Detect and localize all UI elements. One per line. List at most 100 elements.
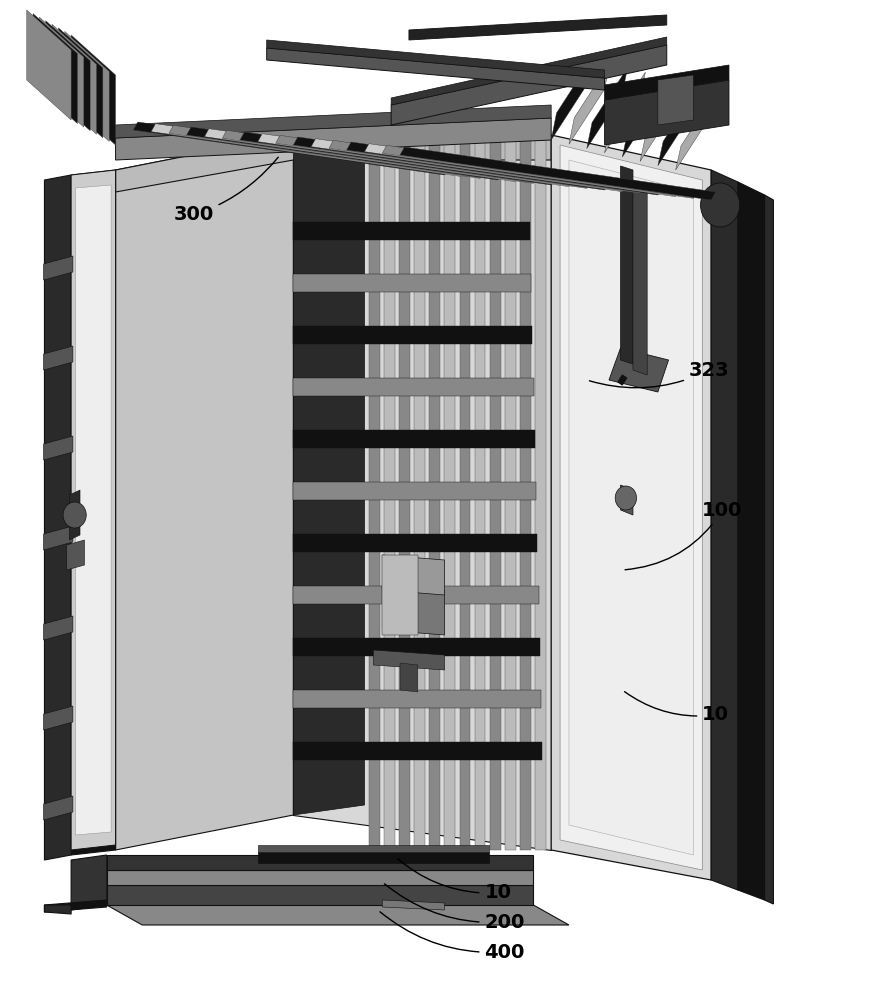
Polygon shape bbox=[258, 845, 489, 852]
Polygon shape bbox=[293, 135, 551, 850]
Polygon shape bbox=[490, 140, 501, 850]
Polygon shape bbox=[44, 706, 73, 730]
Polygon shape bbox=[618, 375, 627, 385]
Polygon shape bbox=[204, 129, 520, 182]
Polygon shape bbox=[609, 348, 669, 392]
Polygon shape bbox=[373, 650, 444, 670]
Text: 10: 10 bbox=[397, 859, 511, 902]
Polygon shape bbox=[400, 663, 418, 692]
Polygon shape bbox=[382, 555, 418, 635]
Polygon shape bbox=[107, 885, 533, 905]
Polygon shape bbox=[391, 45, 667, 125]
Polygon shape bbox=[560, 145, 702, 870]
Polygon shape bbox=[69, 490, 80, 540]
Polygon shape bbox=[505, 140, 516, 850]
Polygon shape bbox=[240, 132, 556, 185]
Polygon shape bbox=[399, 140, 410, 850]
Polygon shape bbox=[293, 482, 536, 500]
Polygon shape bbox=[293, 378, 533, 396]
Polygon shape bbox=[44, 900, 107, 912]
Polygon shape bbox=[44, 616, 73, 640]
Polygon shape bbox=[107, 905, 569, 925]
Text: 300: 300 bbox=[173, 157, 278, 225]
Polygon shape bbox=[293, 326, 533, 344]
Polygon shape bbox=[133, 122, 449, 175]
Polygon shape bbox=[551, 58, 592, 140]
Polygon shape bbox=[45, 21, 90, 131]
Text: 400: 400 bbox=[380, 912, 525, 962]
Polygon shape bbox=[107, 855, 533, 870]
Polygon shape bbox=[44, 256, 73, 280]
Polygon shape bbox=[460, 140, 470, 850]
Polygon shape bbox=[33, 14, 77, 124]
Polygon shape bbox=[535, 140, 546, 850]
Polygon shape bbox=[293, 430, 535, 448]
Polygon shape bbox=[293, 274, 531, 292]
Polygon shape bbox=[605, 72, 645, 153]
Text: 200: 200 bbox=[384, 884, 525, 932]
Polygon shape bbox=[369, 140, 380, 850]
Polygon shape bbox=[44, 436, 73, 460]
Polygon shape bbox=[267, 48, 605, 90]
Polygon shape bbox=[605, 80, 729, 145]
Polygon shape bbox=[116, 105, 551, 138]
Polygon shape bbox=[76, 185, 111, 835]
Polygon shape bbox=[169, 125, 485, 178]
Polygon shape bbox=[569, 63, 610, 144]
Polygon shape bbox=[293, 222, 530, 240]
Polygon shape bbox=[569, 160, 693, 855]
Polygon shape bbox=[267, 40, 605, 78]
Polygon shape bbox=[44, 175, 71, 860]
Polygon shape bbox=[293, 586, 539, 604]
Polygon shape bbox=[311, 139, 627, 192]
Polygon shape bbox=[414, 140, 425, 850]
Circle shape bbox=[615, 486, 637, 510]
Polygon shape bbox=[65, 31, 109, 141]
Polygon shape bbox=[293, 534, 537, 552]
Polygon shape bbox=[107, 870, 533, 885]
Polygon shape bbox=[116, 118, 551, 160]
Text: 10: 10 bbox=[625, 692, 729, 724]
Polygon shape bbox=[27, 10, 71, 120]
Polygon shape bbox=[222, 130, 538, 183]
Polygon shape bbox=[384, 140, 395, 850]
Polygon shape bbox=[293, 690, 541, 708]
Polygon shape bbox=[444, 140, 455, 850]
Polygon shape bbox=[382, 585, 444, 635]
Polygon shape bbox=[605, 65, 729, 100]
Polygon shape bbox=[187, 127, 502, 180]
Polygon shape bbox=[622, 77, 663, 157]
Polygon shape bbox=[258, 134, 573, 187]
Polygon shape bbox=[382, 555, 444, 595]
Polygon shape bbox=[44, 796, 73, 820]
Circle shape bbox=[701, 183, 740, 227]
Polygon shape bbox=[258, 852, 489, 863]
Polygon shape bbox=[738, 182, 765, 900]
Polygon shape bbox=[276, 135, 591, 188]
Polygon shape bbox=[71, 170, 116, 855]
Polygon shape bbox=[44, 346, 73, 370]
Polygon shape bbox=[59, 28, 103, 138]
Polygon shape bbox=[116, 135, 293, 850]
Polygon shape bbox=[676, 91, 717, 170]
Polygon shape bbox=[658, 86, 699, 166]
Polygon shape bbox=[382, 145, 698, 198]
Polygon shape bbox=[391, 37, 667, 105]
Polygon shape bbox=[44, 905, 71, 914]
Polygon shape bbox=[633, 180, 647, 375]
Circle shape bbox=[63, 502, 86, 528]
Polygon shape bbox=[44, 526, 73, 550]
Polygon shape bbox=[364, 144, 680, 197]
Polygon shape bbox=[52, 24, 97, 134]
Polygon shape bbox=[329, 140, 645, 193]
Polygon shape bbox=[293, 137, 609, 190]
Polygon shape bbox=[429, 140, 440, 850]
Polygon shape bbox=[71, 170, 116, 850]
Polygon shape bbox=[520, 140, 531, 850]
Polygon shape bbox=[400, 147, 716, 200]
Polygon shape bbox=[621, 485, 633, 515]
Text: 323: 323 bbox=[589, 360, 730, 388]
Polygon shape bbox=[382, 900, 444, 910]
Polygon shape bbox=[409, 15, 667, 40]
Polygon shape bbox=[293, 130, 364, 815]
